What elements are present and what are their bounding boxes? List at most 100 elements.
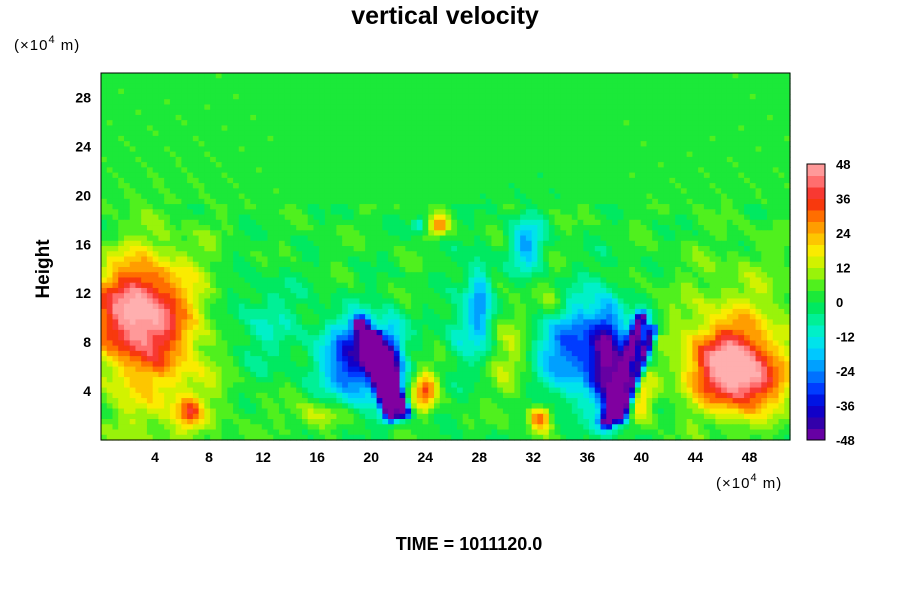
heatmap-cell <box>732 93 739 100</box>
heatmap-cell <box>187 198 194 205</box>
heatmap-cell <box>721 167 728 174</box>
heatmap-cell <box>141 177 148 184</box>
heatmap-cell <box>238 167 246 174</box>
heatmap-cell <box>399 114 406 121</box>
heatmap-cell <box>141 251 148 258</box>
heatmap-cell <box>456 198 464 205</box>
heatmap-cell <box>617 193 625 200</box>
heatmap-cell <box>646 214 653 221</box>
heatmap-cell <box>106 130 114 137</box>
heatmap-cell <box>497 193 504 200</box>
heatmap-cell <box>129 183 137 189</box>
heatmap-cell <box>158 256 165 263</box>
heatmap-cell <box>738 235 745 242</box>
heatmap-cell <box>698 83 705 90</box>
heatmap-cell <box>703 78 711 85</box>
heatmap-cell <box>319 93 326 100</box>
heatmap-cell <box>428 162 435 168</box>
heatmap-cell <box>324 73 332 79</box>
heatmap-cell <box>411 246 418 252</box>
heatmap-cell <box>502 177 510 184</box>
heatmap-cell <box>365 88 372 95</box>
heatmap-cell <box>657 125 665 132</box>
heatmap-cell <box>353 135 360 142</box>
heatmap-cell <box>594 246 602 252</box>
heatmap-cell <box>158 135 165 142</box>
heatmap-cell <box>474 266 481 273</box>
heatmap-cell <box>451 225 458 231</box>
heatmap-cell <box>640 104 648 111</box>
heatmap-cell <box>560 151 567 158</box>
heatmap-cell <box>399 230 406 237</box>
heatmap-cell <box>434 83 441 90</box>
heatmap-cell <box>445 225 452 231</box>
heatmap-cell <box>192 93 200 100</box>
heatmap-cell <box>106 188 114 195</box>
heatmap-cell <box>778 209 785 216</box>
heatmap-cell <box>749 78 757 85</box>
heatmap-cell <box>353 83 360 90</box>
heatmap-cell <box>531 172 538 179</box>
heatmap-cell <box>692 230 699 237</box>
heatmap-cell <box>767 141 774 147</box>
heatmap-cell <box>634 73 642 79</box>
heatmap-cell <box>319 104 326 111</box>
heatmap-cell <box>445 277 452 284</box>
heatmap-cell <box>233 156 240 163</box>
heatmap-cell <box>187 109 194 116</box>
heatmap-cell <box>330 141 338 147</box>
heatmap-cell <box>439 109 447 116</box>
heatmap-cell <box>543 277 550 284</box>
heatmap-cell <box>629 235 636 242</box>
heatmap-cell <box>376 135 383 142</box>
heatmap-cell <box>468 198 475 205</box>
heatmap-cell <box>451 193 458 200</box>
heatmap-cell <box>365 130 372 137</box>
heatmap-cell <box>491 99 498 106</box>
heatmap-cell <box>744 135 751 142</box>
heatmap-cell <box>543 225 550 231</box>
heatmap-cell <box>726 214 734 221</box>
heatmap-cell <box>101 125 108 132</box>
heatmap-cell <box>456 167 464 174</box>
heatmap-cell <box>502 104 510 111</box>
heatmap-cell <box>112 73 119 79</box>
heatmap-cell <box>520 151 527 158</box>
heatmap-cell <box>370 130 378 137</box>
heatmap-cell <box>187 251 194 258</box>
heatmap-cell <box>135 151 142 158</box>
heatmap-cell <box>721 172 728 179</box>
heatmap-cell <box>365 198 372 205</box>
y-axis-label: Height <box>33 239 54 299</box>
heatmap-cell <box>525 135 533 142</box>
heatmap-cell <box>709 104 716 111</box>
heatmap-cell <box>732 261 739 268</box>
heatmap-cell <box>514 261 521 268</box>
heatmap-cell <box>238 120 246 127</box>
heatmap-cell <box>566 156 573 163</box>
heatmap-cell <box>680 183 688 189</box>
heatmap-cell <box>198 287 205 294</box>
heatmap-cell <box>112 287 119 294</box>
heatmap-cell <box>445 261 452 268</box>
heatmap-cell <box>571 240 579 247</box>
heatmap-cell <box>669 219 676 226</box>
heatmap-cell <box>399 83 406 90</box>
heatmap-cell <box>577 266 584 273</box>
heatmap-cell <box>118 156 125 163</box>
heatmap-cell <box>709 114 716 121</box>
heatmap-cell <box>198 78 205 85</box>
heatmap-cell <box>238 156 246 163</box>
heatmap-cell <box>675 156 682 163</box>
heatmap-cell <box>129 146 137 153</box>
heatmap-cell <box>261 209 269 216</box>
heatmap-cell <box>577 88 584 95</box>
heatmap-cell <box>342 188 349 195</box>
heatmap-cell <box>784 235 791 242</box>
heatmap-cell <box>313 219 320 226</box>
heatmap-cell <box>106 272 114 279</box>
heatmap-cell <box>491 146 498 153</box>
heatmap-cell <box>652 156 659 163</box>
heatmap-cell <box>336 109 343 116</box>
heatmap-cell <box>502 83 510 90</box>
